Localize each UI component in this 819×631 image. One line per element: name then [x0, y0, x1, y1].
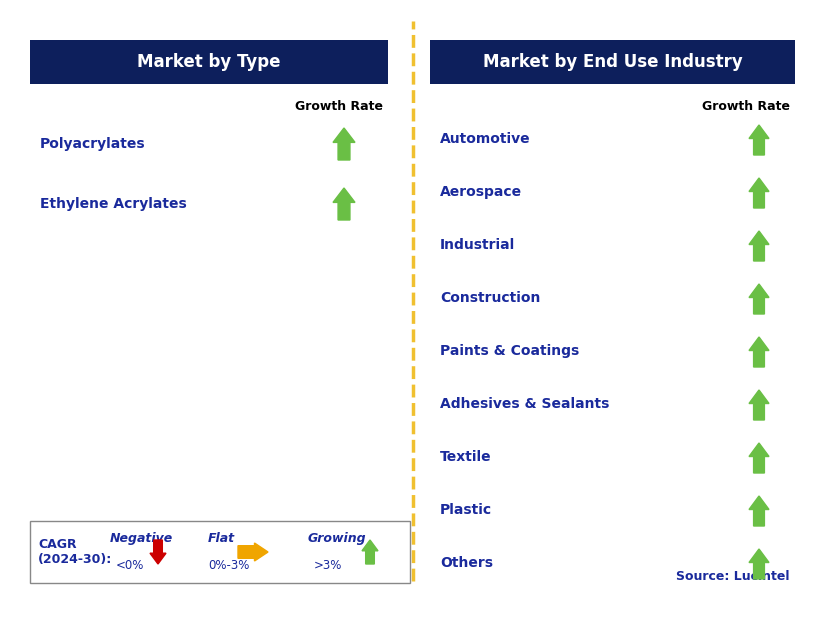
- Text: Ethylene Acrylates: Ethylene Acrylates: [40, 197, 187, 211]
- Text: Industrial: Industrial: [440, 238, 515, 252]
- Text: Polyacrylates: Polyacrylates: [40, 137, 146, 151]
- Polygon shape: [238, 543, 268, 561]
- Polygon shape: [150, 540, 166, 564]
- Text: 0%-3%: 0%-3%: [208, 559, 249, 572]
- Text: Source: Lucintel: Source: Lucintel: [676, 570, 790, 582]
- Polygon shape: [749, 178, 769, 208]
- Text: Growth Rate: Growth Rate: [702, 100, 790, 112]
- Polygon shape: [362, 540, 378, 564]
- Text: Flat: Flat: [208, 532, 235, 545]
- Text: Growing: Growing: [308, 532, 367, 545]
- Polygon shape: [749, 390, 769, 420]
- Polygon shape: [333, 188, 355, 220]
- Bar: [430, 40, 795, 84]
- Text: CAGR
(2024-30):: CAGR (2024-30):: [38, 538, 112, 566]
- Text: Negative: Negative: [110, 532, 174, 545]
- Text: Aerospace: Aerospace: [440, 185, 523, 199]
- Polygon shape: [749, 443, 769, 473]
- Bar: [30, 521, 410, 583]
- Polygon shape: [749, 337, 769, 367]
- Text: Automotive: Automotive: [440, 132, 531, 146]
- Polygon shape: [749, 284, 769, 314]
- Polygon shape: [749, 496, 769, 526]
- Text: Others: Others: [440, 556, 493, 570]
- Polygon shape: [749, 549, 769, 579]
- Text: Market by Type: Market by Type: [138, 53, 281, 71]
- Text: Textile: Textile: [440, 450, 491, 464]
- Bar: [30, 40, 388, 84]
- Polygon shape: [749, 125, 769, 155]
- Text: Adhesives & Sealants: Adhesives & Sealants: [440, 397, 609, 411]
- Text: Market by End Use Industry: Market by End Use Industry: [482, 53, 742, 71]
- Text: Construction: Construction: [440, 291, 541, 305]
- Text: >3%: >3%: [314, 559, 342, 572]
- Polygon shape: [333, 128, 355, 160]
- Text: Plastic: Plastic: [440, 503, 492, 517]
- Text: Paints & Coatings: Paints & Coatings: [440, 344, 579, 358]
- Text: <0%: <0%: [116, 559, 144, 572]
- Polygon shape: [749, 231, 769, 261]
- Text: Growth Rate: Growth Rate: [295, 100, 383, 112]
